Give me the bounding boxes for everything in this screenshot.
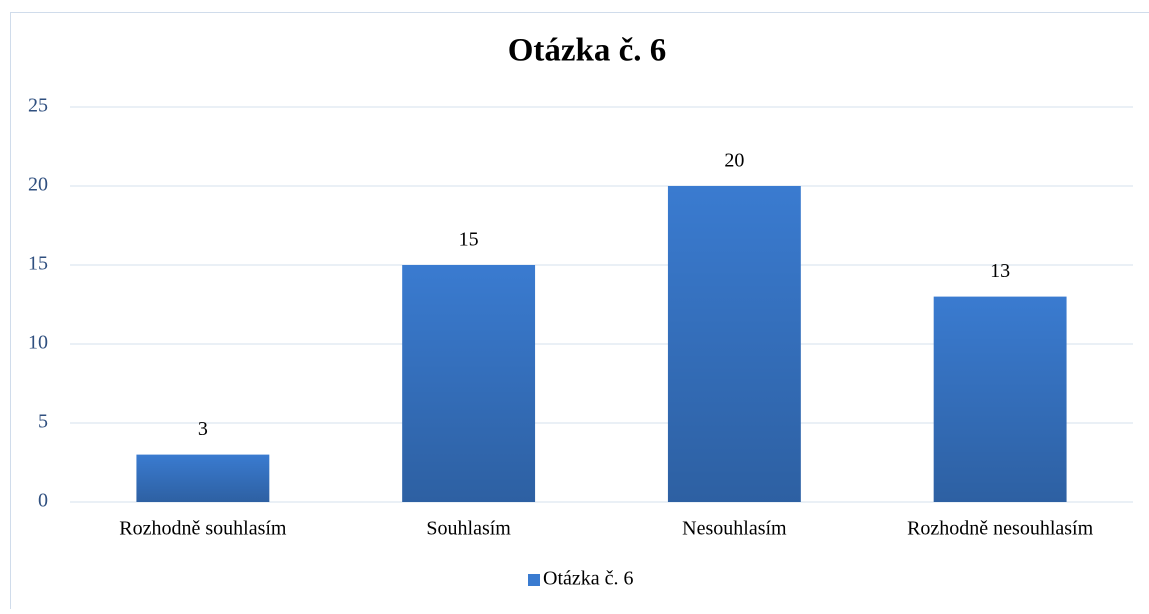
bar	[136, 455, 269, 502]
x-tick-label: Nesouhlasím	[682, 518, 787, 540]
y-tick-label: 0	[38, 490, 48, 512]
legend-label: Otázka č. 6	[543, 568, 634, 590]
data-label: 13	[990, 260, 1010, 282]
y-tick-label: 10	[28, 332, 48, 354]
bar	[668, 186, 801, 502]
chart-title: Otázka č. 6	[508, 33, 667, 69]
y-tick-label: 25	[28, 95, 48, 117]
bar	[402, 265, 535, 502]
bar	[934, 297, 1067, 502]
data-label: 3	[198, 418, 208, 440]
x-tick-label: Rozhodně souhlasím	[119, 518, 287, 540]
legend-swatch	[528, 574, 540, 586]
data-label: 20	[724, 150, 744, 172]
x-tick-label: Souhlasím	[426, 518, 511, 540]
y-tick-label: 5	[38, 411, 48, 433]
x-tick-label: Rozhodně nesouhlasím	[907, 518, 1094, 540]
data-label: 15	[459, 229, 479, 251]
y-tick-label: 15	[28, 253, 48, 275]
y-tick-label: 20	[28, 174, 48, 196]
